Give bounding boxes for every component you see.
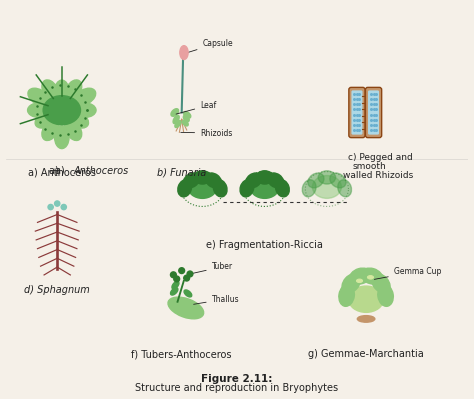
Ellipse shape	[55, 201, 60, 206]
Text: Tuber: Tuber	[189, 262, 233, 274]
Ellipse shape	[302, 180, 316, 197]
Ellipse shape	[184, 275, 190, 281]
Ellipse shape	[246, 173, 262, 188]
Ellipse shape	[240, 180, 254, 197]
Ellipse shape	[65, 80, 82, 101]
Text: g) Gemmae-Marchantia: g) Gemmae-Marchantia	[308, 349, 424, 359]
Ellipse shape	[275, 180, 289, 197]
Text: d) Sphagnum: d) Sphagnum	[24, 285, 90, 295]
Ellipse shape	[213, 180, 227, 197]
Ellipse shape	[182, 120, 188, 126]
Ellipse shape	[171, 288, 178, 295]
Ellipse shape	[205, 173, 221, 188]
Text: f) Tubers-Anthoceros: f) Tubers-Anthoceros	[131, 349, 232, 359]
Ellipse shape	[183, 173, 200, 188]
Ellipse shape	[178, 180, 191, 197]
Ellipse shape	[312, 176, 341, 198]
Ellipse shape	[43, 96, 81, 125]
FancyBboxPatch shape	[349, 87, 365, 138]
Ellipse shape	[27, 103, 50, 117]
Ellipse shape	[194, 171, 211, 184]
Text: Capsule: Capsule	[186, 39, 233, 53]
Ellipse shape	[308, 173, 324, 188]
Text: Thallus: Thallus	[194, 294, 239, 304]
Text: a) ​Anthoceros: a) ​Anthoceros	[28, 168, 96, 178]
FancyBboxPatch shape	[365, 87, 382, 138]
Ellipse shape	[42, 119, 59, 140]
Ellipse shape	[179, 268, 184, 274]
Text: Gemma Cup: Gemma Cup	[374, 267, 441, 279]
Text: Rhizoids: Rhizoids	[181, 128, 232, 138]
Ellipse shape	[183, 111, 191, 118]
Ellipse shape	[187, 271, 193, 277]
Text: b) Funaria: b) Funaria	[157, 168, 206, 178]
Ellipse shape	[175, 120, 181, 127]
Ellipse shape	[67, 111, 89, 128]
Ellipse shape	[350, 268, 371, 284]
Ellipse shape	[28, 88, 49, 105]
Ellipse shape	[171, 109, 179, 116]
Ellipse shape	[356, 279, 363, 282]
Ellipse shape	[180, 45, 188, 59]
Ellipse shape	[338, 180, 352, 197]
Ellipse shape	[42, 80, 59, 101]
Ellipse shape	[330, 173, 346, 188]
Ellipse shape	[65, 119, 82, 140]
Ellipse shape	[55, 80, 69, 103]
Text: walled Rhizoids: walled Rhizoids	[343, 171, 413, 180]
Ellipse shape	[361, 268, 383, 284]
Text: Figure 2.11:: Figure 2.11:	[201, 374, 273, 384]
Ellipse shape	[171, 272, 176, 278]
FancyBboxPatch shape	[351, 91, 363, 134]
Ellipse shape	[172, 281, 179, 289]
Ellipse shape	[318, 171, 336, 184]
Ellipse shape	[74, 88, 96, 105]
Ellipse shape	[250, 176, 279, 198]
Ellipse shape	[168, 297, 204, 319]
Ellipse shape	[256, 171, 273, 184]
Ellipse shape	[73, 103, 96, 117]
Ellipse shape	[367, 276, 374, 279]
Text: a): a)	[55, 166, 68, 176]
Ellipse shape	[268, 173, 284, 188]
Ellipse shape	[357, 316, 375, 322]
Text: Anthoceros: Anthoceros	[73, 166, 128, 176]
Ellipse shape	[188, 176, 217, 198]
Text: smooth: smooth	[352, 162, 386, 171]
Text: c) Pegged and: c) Pegged and	[347, 152, 412, 162]
Ellipse shape	[55, 126, 69, 148]
Text: e) Fragmentation-​Riccia: e) Fragmentation-​Riccia	[206, 240, 323, 250]
Ellipse shape	[342, 274, 361, 293]
Ellipse shape	[184, 290, 192, 297]
FancyBboxPatch shape	[368, 91, 379, 134]
Ellipse shape	[174, 276, 180, 282]
Ellipse shape	[35, 111, 56, 128]
Ellipse shape	[48, 204, 53, 210]
Text: a): a)	[49, 166, 62, 176]
Ellipse shape	[173, 115, 179, 124]
Ellipse shape	[339, 284, 355, 306]
Ellipse shape	[372, 274, 390, 293]
Ellipse shape	[61, 204, 66, 210]
Ellipse shape	[183, 115, 189, 122]
Text: Structure and reproduction in Bryophytes: Structure and reproduction in Bryophytes	[136, 383, 338, 393]
Text: Leaf: Leaf	[176, 101, 216, 114]
Ellipse shape	[348, 286, 383, 312]
Ellipse shape	[378, 284, 393, 306]
